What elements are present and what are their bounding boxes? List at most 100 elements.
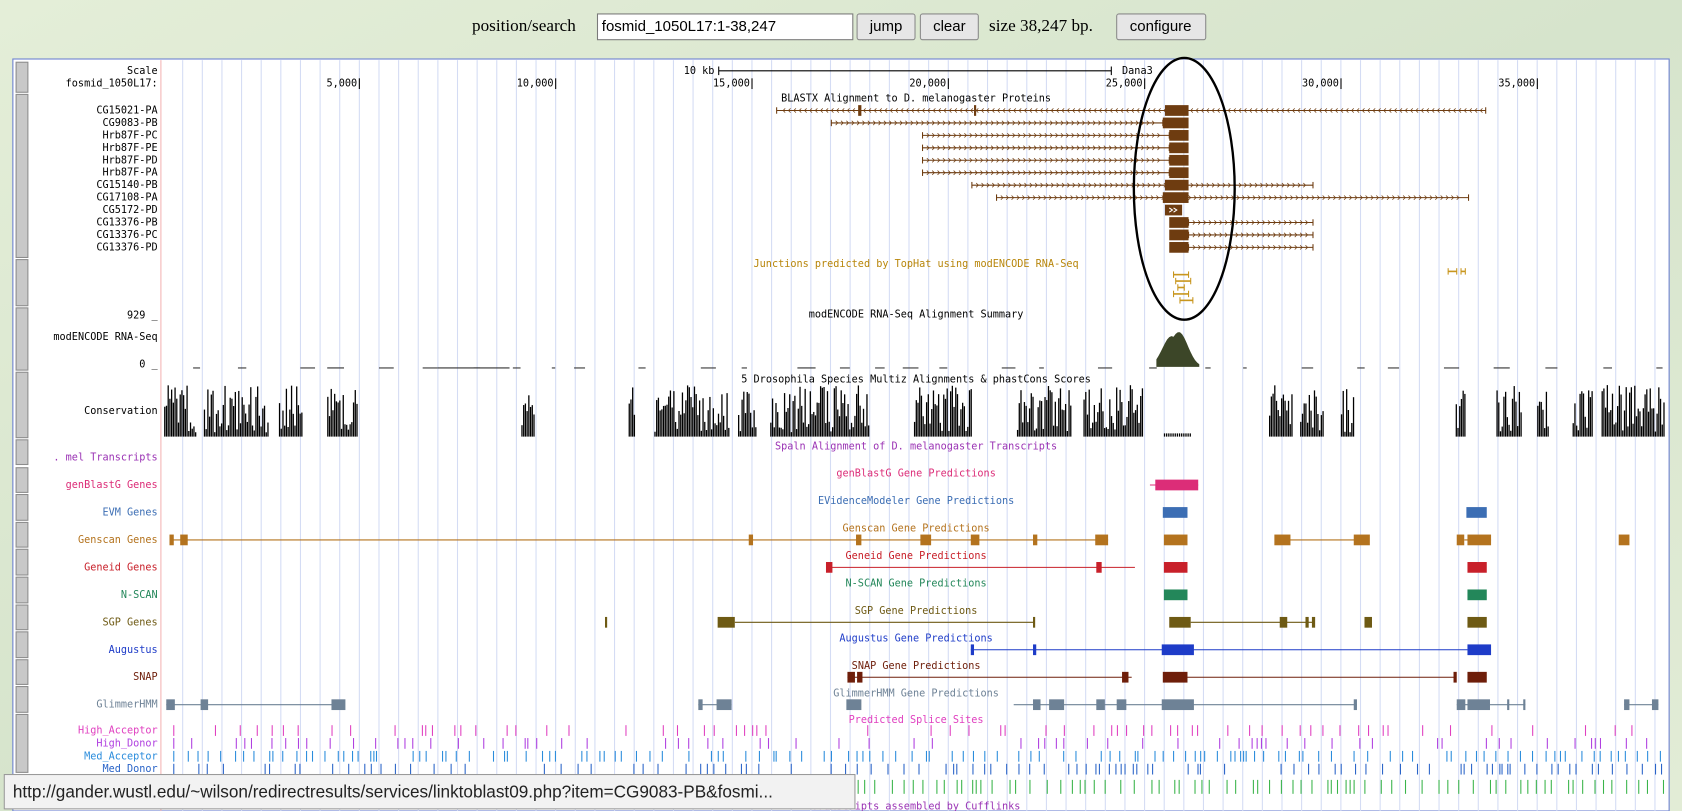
conservation-bar: [686, 385, 689, 437]
strand-arrow: [1114, 145, 1118, 151]
conservation-bar: [739, 431, 742, 437]
strand-arrow: [1059, 195, 1063, 201]
conservation-bar: [224, 385, 226, 437]
track-button[interactable]: [15, 61, 29, 93]
strand-arrow: [809, 108, 813, 113]
strand-arrow: [1024, 182, 1028, 188]
strand-arrow: [1372, 108, 1376, 113]
jump-text[interactable]: jump: [869, 18, 903, 35]
strand-arrow: [872, 120, 876, 126]
strand-arrow: [1463, 108, 1467, 113]
track-button[interactable]: [15, 576, 29, 604]
strand-arrow: [1049, 157, 1053, 163]
strand-arrow: [1278, 220, 1282, 225]
strand-arrow: [1103, 132, 1107, 138]
strand-arrow: [1072, 108, 1076, 113]
strand-arrow: [937, 170, 941, 176]
conservation-bar: [782, 429, 784, 437]
strand-arrow: [953, 120, 957, 126]
conservation-bar: [862, 408, 865, 437]
position-value[interactable]: fosmid_1050L17:1-38,247: [602, 18, 776, 35]
strand-arrow: [1066, 132, 1069, 138]
strand-arrow: [1103, 170, 1107, 176]
track-button[interactable]: [15, 467, 29, 493]
track-button[interactable]: [15, 521, 29, 548]
strand-arrow: [1033, 120, 1037, 126]
strand-arrow: [1114, 132, 1118, 138]
track-button[interactable]: [15, 259, 29, 307]
gene-exon: [698, 699, 703, 711]
strand-arrow: [1102, 195, 1106, 201]
conservation-bar: [1023, 402, 1026, 437]
conservation-bar: [676, 428, 678, 437]
track-button[interactable]: [15, 439, 29, 466]
alignment-block: [1169, 167, 1189, 179]
strand-arrow: [1044, 120, 1048, 126]
strand-arrow: [1233, 108, 1237, 113]
strand-arrow: [969, 170, 973, 176]
conservation-bar: [1649, 388, 1651, 437]
track-label: Med_Acceptor: [84, 751, 158, 762]
strand-arrow: [1044, 145, 1048, 151]
conservation-bar: [755, 427, 757, 437]
clear-button[interactable]: [919, 13, 979, 41]
strand-arrow: [948, 145, 951, 151]
strand-arrow: [1206, 182, 1210, 188]
position-input[interactable]: [596, 13, 854, 41]
track-title: Predicted Splice Sites: [849, 715, 984, 726]
gene-exon: [1163, 534, 1188, 546]
strand-arrow: [862, 120, 866, 126]
conservation-bar: [1642, 408, 1645, 437]
clear-text[interactable]: clear: [933, 18, 966, 35]
strand-arrow: [980, 120, 984, 126]
conservation-bar: [920, 395, 923, 437]
conservation-bar: [280, 428, 282, 437]
conservation-bar: [1100, 388, 1102, 437]
track-button[interactable]: [15, 371, 29, 439]
conservation-bar: [351, 422, 353, 437]
strand-arrow: [1197, 232, 1201, 238]
strand-arrow: [1066, 170, 1069, 176]
conservation-bar: [813, 411, 815, 437]
strand-arrow: [1055, 132, 1059, 138]
gene-exon: [716, 699, 732, 711]
strand-arrow: [1157, 132, 1161, 138]
conservation-bar: [833, 388, 835, 437]
strand-arrow: [926, 132, 930, 138]
track-button[interactable]: [15, 686, 29, 713]
configure-text[interactable]: configure: [1130, 18, 1192, 35]
track-button[interactable]: [15, 604, 29, 631]
conservation-bar: [783, 393, 786, 437]
track-button[interactable]: [15, 713, 29, 773]
conservation-bar: [1462, 390, 1464, 437]
conservation-bar: [685, 400, 687, 437]
ruler-tick-label: 30,000: [1302, 79, 1339, 90]
strand-arrow: [1109, 182, 1113, 188]
conservation-bar: [533, 414, 535, 437]
track-button[interactable]: [15, 494, 29, 521]
strand-arrow: [964, 120, 968, 126]
strand-arrow: [1224, 220, 1228, 225]
strand-arrow: [926, 120, 930, 126]
strand-arrow: [1214, 220, 1217, 225]
track-button[interactable]: [15, 93, 29, 258]
strand-arrow: [1192, 232, 1196, 238]
conservation-bar: [1611, 393, 1614, 437]
gene-exon: [1353, 699, 1357, 711]
jump-button[interactable]: [856, 13, 916, 41]
strand-arrow: [1219, 232, 1223, 238]
configure-button[interactable]: [1116, 13, 1207, 41]
strand-arrow: [1066, 108, 1070, 113]
conservation-bar: [330, 388, 332, 437]
conservation-bar: [939, 422, 941, 437]
track-button[interactable]: [15, 659, 29, 685]
strand-arrow: [1365, 195, 1369, 201]
ruler-tick-label: 20,000: [909, 79, 946, 90]
conservation-bar: [705, 430, 708, 437]
strand-arrow: [975, 182, 979, 188]
strand-arrow: [1103, 120, 1107, 126]
track-button[interactable]: [15, 631, 29, 659]
track-button[interactable]: [15, 307, 29, 371]
track-button[interactable]: [15, 548, 29, 576]
strand-arrow: [996, 145, 1000, 151]
